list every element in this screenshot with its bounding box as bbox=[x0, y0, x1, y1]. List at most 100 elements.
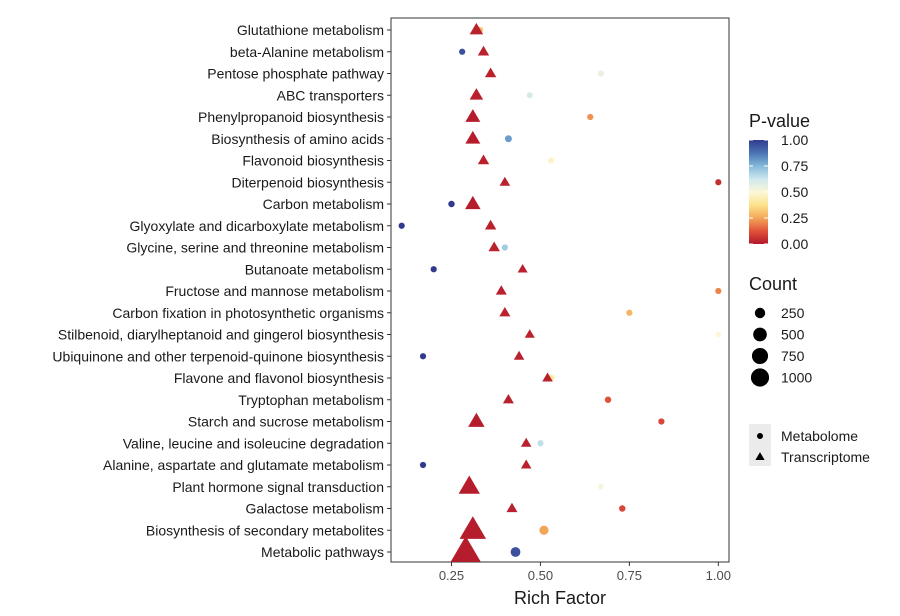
metabolome-point bbox=[398, 222, 405, 229]
transcriptome-point bbox=[520, 459, 532, 469]
y-tick-label: Plant hormone signal transduction bbox=[172, 479, 384, 495]
transcriptome-point bbox=[517, 263, 528, 273]
x-tick-label: 0.50 bbox=[528, 568, 553, 583]
y-tick-label: Glyoxylate and dicarboxylate metabolism bbox=[130, 218, 384, 234]
transcriptome-point bbox=[477, 154, 490, 165]
metabolome-point bbox=[597, 70, 605, 77]
pvalue-legend: P-value 1.00 0.75 0.50 0.25 0.00 bbox=[749, 111, 810, 252]
transcriptome-point bbox=[465, 130, 481, 144]
transcriptome-point bbox=[502, 393, 514, 404]
metabolome-point bbox=[459, 48, 466, 55]
y-tick-label: ABC transporters bbox=[277, 87, 384, 103]
count-legend: Count 250 500 750 1000 bbox=[749, 274, 812, 387]
y-tick-label: Carbon fixation in photosynthetic organi… bbox=[112, 305, 384, 321]
transcriptome-point bbox=[542, 372, 553, 382]
y-tick-label: Tryptophan metabolism bbox=[238, 392, 384, 408]
y-tick-label: Starch and sucrose metabolism bbox=[188, 414, 384, 430]
colorbar-tick-label: 0.50 bbox=[781, 184, 808, 200]
transcriptome-point bbox=[477, 45, 490, 56]
shape-legend-key bbox=[755, 452, 765, 461]
metabolome-point bbox=[510, 547, 521, 557]
count-legend-label: 1000 bbox=[781, 370, 812, 386]
transcriptome-point bbox=[450, 536, 481, 562]
y-tick-label: Pentose phosphate pathway bbox=[207, 66, 384, 82]
metabolome-point bbox=[715, 331, 722, 338]
colorbar-tick-label: 1.00 bbox=[781, 132, 808, 148]
count-legend-key bbox=[753, 327, 767, 342]
metabolome-point bbox=[658, 418, 665, 425]
transcriptome-point bbox=[459, 516, 487, 539]
count-legend-key bbox=[750, 368, 770, 387]
shape-legend: Metabolome Transcriptome bbox=[749, 424, 870, 466]
y-tick-label: Biosynthesis of secondary metabolites bbox=[146, 522, 384, 538]
metabolome-point bbox=[504, 135, 512, 143]
y-tick-label: Alanine, aspartate and glutamate metabol… bbox=[103, 457, 384, 473]
metabolome-point bbox=[587, 113, 594, 121]
metabolome-point bbox=[539, 525, 549, 535]
y-tick-label: Glycine, serine and threonine metabolism bbox=[126, 240, 384, 256]
transcriptome-point bbox=[506, 502, 518, 513]
y-axis: Glutathione metabolism beta-Alanine metab… bbox=[52, 22, 391, 560]
y-tick-label: Diterpenoid biosynthesis bbox=[231, 174, 384, 190]
plot-panel bbox=[390, 17, 730, 563]
pvalue-colorbar bbox=[749, 140, 768, 244]
metabolome-point bbox=[548, 157, 555, 164]
transcriptome-point bbox=[484, 67, 497, 78]
count-legend-label: 250 bbox=[781, 305, 805, 321]
shape-legend-key-bg bbox=[749, 424, 771, 466]
count-legend-key bbox=[751, 347, 769, 365]
metabolome-point bbox=[604, 396, 612, 403]
transcriptome-point bbox=[495, 285, 507, 295]
y-tick-label: beta-Alanine metabolism bbox=[230, 44, 384, 60]
x-tick-label: 1.00 bbox=[706, 568, 731, 583]
x-axis-title: Rich Factor bbox=[514, 588, 606, 608]
shape-legend-label: Transcriptome bbox=[781, 449, 870, 465]
colorbar-tick-label: 0.25 bbox=[781, 210, 808, 226]
y-tick-label: Phenylpropanoid biosynthesis bbox=[198, 109, 384, 125]
metabolome-point bbox=[430, 266, 437, 273]
transcriptome-point bbox=[520, 437, 532, 447]
pvalue-legend-title: P-value bbox=[749, 111, 810, 131]
y-tick-label: Biosynthesis of amino acids bbox=[211, 131, 384, 147]
metabolome-point bbox=[419, 353, 427, 360]
y-tick-label: Carbon metabolism bbox=[263, 196, 384, 212]
count-legend-label: 500 bbox=[781, 327, 805, 343]
transcriptome-point bbox=[524, 329, 535, 338]
count-legend-key bbox=[754, 307, 766, 319]
transcriptome-point bbox=[465, 109, 481, 122]
transcriptome-point bbox=[465, 195, 481, 210]
metabolome-point bbox=[526, 92, 533, 99]
transcriptome-point bbox=[488, 241, 500, 252]
x-tick-label: 0.75 bbox=[617, 568, 642, 583]
transcriptome-point bbox=[513, 350, 525, 360]
y-tick-label: Flavone and flavonol biosynthesis bbox=[174, 370, 384, 386]
metabolome-point bbox=[626, 309, 633, 316]
y-tick-label: Metabolic pathways bbox=[261, 544, 384, 560]
y-tick-label: Valine, leucine and isoleucine degradati… bbox=[123, 435, 384, 451]
metabolome-point bbox=[619, 505, 626, 512]
transcriptome-point bbox=[468, 412, 485, 427]
colorbar-tick-label: 0.75 bbox=[781, 158, 808, 174]
transcriptome-point bbox=[458, 475, 480, 494]
metabolome-point bbox=[715, 179, 722, 186]
x-tick-label: 0.25 bbox=[439, 568, 464, 583]
colorbar-tick-label: 0.00 bbox=[781, 236, 808, 252]
shape-legend-key bbox=[757, 433, 763, 439]
transcriptome-point bbox=[484, 219, 497, 230]
y-tick-label: Fructose and mannose metabolism bbox=[165, 283, 384, 299]
y-tick-label: Butanoate metabolism bbox=[245, 261, 384, 277]
data-marks bbox=[398, 22, 722, 562]
y-tick-label: Stilbenoid, diarylheptanoid and gingerol… bbox=[58, 327, 384, 343]
metabolome-point bbox=[448, 200, 455, 208]
transcriptome-point bbox=[499, 306, 511, 317]
shape-legend-label: Metabolome bbox=[781, 428, 858, 444]
metabolome-point bbox=[537, 440, 544, 447]
count-legend-title: Count bbox=[749, 274, 797, 294]
metabolome-point bbox=[501, 244, 508, 251]
y-tick-label: Glutathione metabolism bbox=[237, 22, 384, 38]
y-tick-label: Ubiquinone and other terpenoid-quinone b… bbox=[52, 348, 384, 364]
metabolome-point bbox=[715, 287, 722, 295]
transcriptome-point bbox=[469, 88, 484, 100]
y-tick-label: Flavonoid biosynthesis bbox=[242, 153, 384, 169]
